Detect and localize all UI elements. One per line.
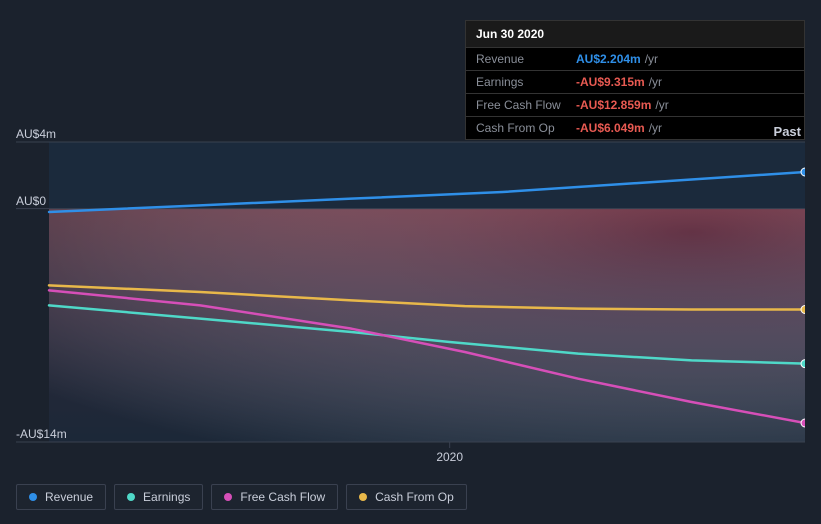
y-axis-label: -AU$14m [16,427,67,441]
legend-swatch [359,493,367,501]
tooltip-row-label: Revenue [476,52,576,66]
legend-swatch [29,493,37,501]
series-end-marker [801,168,805,176]
legend-label: Cash From Op [375,490,454,504]
period-label: Past [774,124,801,139]
tooltip-date: Jun 30 2020 [466,21,804,48]
tooltip-row-label: Earnings [476,75,576,89]
tooltip-row: Free Cash Flow-AU$12.859m/yr [466,94,804,117]
y-axis-label: AU$0 [16,194,46,208]
tooltip-row-unit: /yr [655,98,668,112]
series-end-marker [801,360,805,368]
series-end-marker [801,306,805,314]
legend-item[interactable]: Free Cash Flow [211,484,338,510]
legend-item[interactable]: Revenue [16,484,106,510]
legend-item[interactable]: Cash From Op [346,484,467,510]
legend-swatch [127,493,135,501]
chart-svg [16,120,805,460]
x-axis-label: 2020 [436,450,463,464]
y-axis-label: AU$4m [16,127,56,141]
legend-label: Revenue [45,490,93,504]
chart-container: Jun 30 2020 RevenueAU$2.204m/yrEarnings-… [0,0,821,524]
series-end-marker [801,419,805,427]
chart-area: Past AU$4mAU$0-AU$14m2020 [16,120,805,460]
tooltip-row-value: -AU$9.315m [576,75,645,89]
legend: Revenue Earnings Free Cash Flow Cash From O… [16,484,467,510]
legend-label: Free Cash Flow [240,490,325,504]
tooltip-row: RevenueAU$2.204m/yr [466,48,804,71]
tooltip-row-value: -AU$12.859m [576,98,651,112]
tooltip-row-unit: /yr [649,75,662,89]
tooltip-row-value: AU$2.204m [576,52,641,66]
legend-swatch [224,493,232,501]
tooltip-row-label: Free Cash Flow [476,98,576,112]
tooltip-row: Earnings-AU$9.315m/yr [466,71,804,94]
legend-item[interactable]: Earnings [114,484,203,510]
tooltip-row-unit: /yr [645,52,658,66]
legend-label: Earnings [143,490,190,504]
